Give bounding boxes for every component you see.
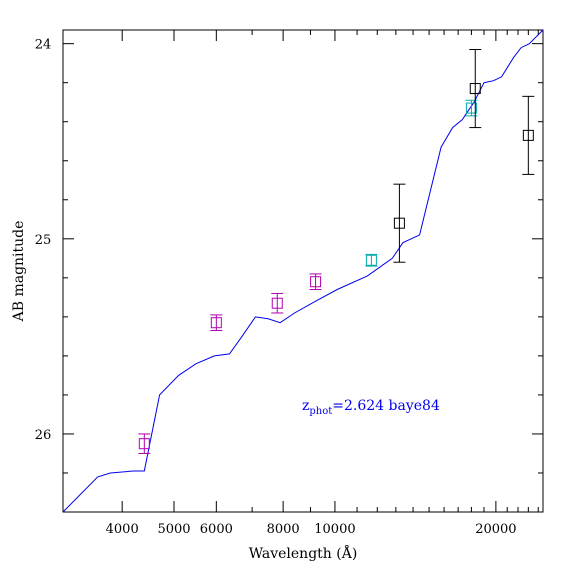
x-tick-label: 4000 <box>106 522 139 537</box>
points-layer <box>138 49 535 454</box>
z-symbol: z <box>302 398 309 414</box>
photometry-point <box>393 183 406 263</box>
x-tick-label: 10000 <box>314 522 355 537</box>
y-tick-label: 24 <box>35 38 52 53</box>
x-tick-label: 6000 <box>200 522 233 537</box>
photometry-point <box>365 253 378 267</box>
y-tick-label: 25 <box>35 233 52 248</box>
photometry-point <box>522 95 535 175</box>
data-marker <box>271 297 283 309</box>
plot-frame <box>62 29 544 513</box>
photometry-point <box>309 273 322 291</box>
data-marker <box>522 129 534 141</box>
ticks-layer: 4000 5000 6000 8000 10000 20000 24 25 26 <box>35 30 543 537</box>
photometry-point <box>210 314 223 332</box>
data-marker <box>310 276 322 288</box>
data-marker <box>469 83 481 95</box>
y-axis-title: AB magnitude <box>11 221 27 323</box>
photometry-point <box>469 49 482 129</box>
redshift-annotation: zphot=2.624 baye84 <box>302 398 440 417</box>
photometry-point <box>271 292 284 314</box>
x-axis-title: Wavelength (Å) <box>249 544 358 562</box>
data-marker <box>393 217 405 229</box>
model-layer <box>62 29 544 513</box>
x-tick-label: 8000 <box>267 522 300 537</box>
x-tick-label: 5000 <box>157 522 190 537</box>
data-marker <box>138 438 150 450</box>
model-sed-line <box>62 29 544 513</box>
data-marker <box>365 254 377 266</box>
y-tick-label: 26 <box>35 428 52 443</box>
photometry-point <box>138 433 151 454</box>
x-tick-label: 20000 <box>475 522 516 537</box>
data-marker <box>210 317 222 329</box>
z-subscript: phot <box>309 406 332 417</box>
z-value: =2.624 baye84 <box>332 398 440 414</box>
data-marker <box>465 102 477 114</box>
